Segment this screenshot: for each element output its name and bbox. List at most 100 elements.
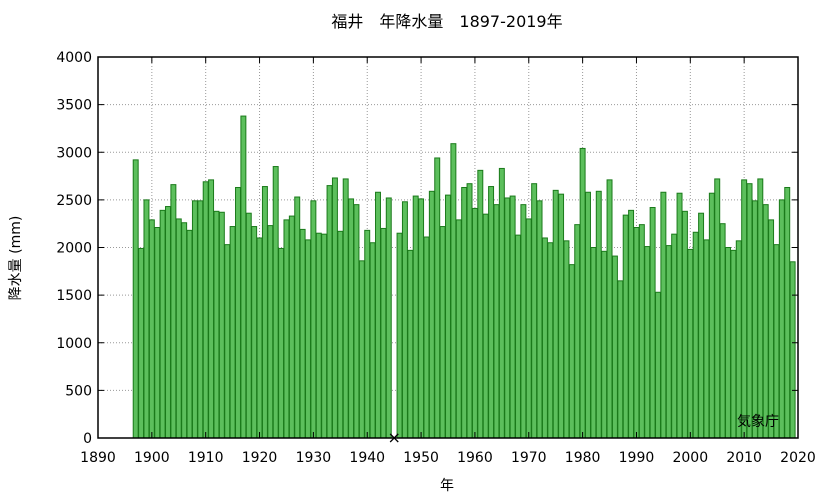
bar (525, 218, 532, 439)
bar (638, 224, 645, 439)
bar (488, 186, 495, 439)
bar (541, 237, 548, 439)
x-axis-label: 年 (440, 478, 454, 494)
bar (407, 249, 414, 439)
bar (741, 179, 748, 439)
x-tick-label: 2000 (672, 450, 708, 466)
bar (412, 195, 419, 439)
bar (735, 240, 742, 439)
bar (428, 190, 435, 439)
bar (235, 186, 241, 439)
bar (757, 178, 764, 439)
bar (708, 192, 715, 439)
bar (784, 186, 791, 439)
bar (251, 226, 258, 439)
source-label: 気象庁 (737, 414, 779, 430)
bar (418, 198, 425, 439)
bar (730, 249, 737, 439)
bar (563, 240, 570, 439)
bar (649, 207, 656, 439)
bar (197, 200, 204, 439)
bar (768, 219, 775, 439)
x-axis-ticks: 1890 1900 1910 1920 1930 1940 1950 1960 1970 1980… (80, 57, 816, 466)
bar (617, 280, 624, 439)
x-tick-label: 1940 (349, 450, 385, 466)
bar (337, 230, 344, 439)
bar (665, 245, 672, 439)
plot-frame (97, 56, 799, 439)
x-tick-label: 1890 (80, 450, 116, 466)
bar (283, 219, 290, 439)
bar (520, 204, 527, 439)
bar (224, 244, 231, 439)
bar (358, 260, 365, 439)
bar (375, 191, 381, 439)
x-tick-label: 1950 (403, 450, 439, 466)
bar (751, 200, 758, 439)
bar (143, 199, 150, 439)
x-tick-label: 2010 (726, 450, 762, 466)
bar (606, 179, 613, 439)
bar (445, 194, 451, 439)
bar (461, 186, 468, 439)
bar (660, 191, 667, 439)
bar (154, 227, 161, 439)
bars (132, 115, 796, 439)
y-axis-label: 降水量 (mm) (8, 216, 24, 301)
bar (773, 244, 780, 439)
bar (644, 246, 651, 439)
bar (466, 183, 473, 439)
y-tick-label: 2000 (56, 241, 92, 257)
bar (434, 157, 441, 439)
bar (568, 264, 575, 439)
bar (579, 147, 586, 439)
bar (213, 210, 220, 439)
bar (477, 169, 484, 439)
bar (692, 231, 699, 439)
y-axis-ticks: 0 500 1000 1500 2000 2500 3000 3500 4000 (56, 50, 798, 447)
bar (681, 210, 688, 439)
bar (450, 143, 457, 439)
bar (165, 206, 171, 439)
chart-title: 福井 年降水量 1897-2019年 (331, 12, 562, 31)
bar (348, 198, 355, 439)
bar (611, 255, 618, 439)
x-tick-label: 1990 (619, 450, 655, 466)
bar (170, 184, 177, 439)
bar (558, 193, 565, 439)
bar (628, 209, 635, 439)
bar (278, 247, 285, 439)
bar (342, 178, 349, 439)
bar (331, 177, 338, 439)
y-tick-label: 1000 (56, 336, 92, 352)
bar (719, 223, 726, 439)
bar (471, 207, 478, 439)
bar (148, 219, 155, 439)
bar (240, 115, 247, 439)
y-tick-label: 3500 (56, 98, 92, 114)
bar (401, 201, 408, 439)
bar (601, 250, 608, 439)
bar (396, 232, 403, 439)
x-tick-label: 1970 (511, 450, 547, 466)
bar (633, 227, 640, 439)
bar (595, 190, 602, 439)
bar (369, 242, 376, 439)
x-tick-label: 1910 (188, 450, 224, 466)
bar (256, 237, 263, 439)
bar (552, 189, 559, 439)
y-tick-label: 4000 (56, 50, 92, 66)
bar (310, 200, 317, 439)
x-tick-label: 1930 (296, 450, 332, 466)
bar (574, 224, 581, 439)
bar (531, 183, 538, 439)
bar (181, 222, 188, 439)
bar (191, 200, 198, 439)
bar (288, 215, 295, 439)
bar (746, 183, 753, 439)
bar (536, 200, 543, 439)
bar (315, 232, 322, 439)
bar (687, 248, 694, 439)
bar (590, 247, 597, 439)
